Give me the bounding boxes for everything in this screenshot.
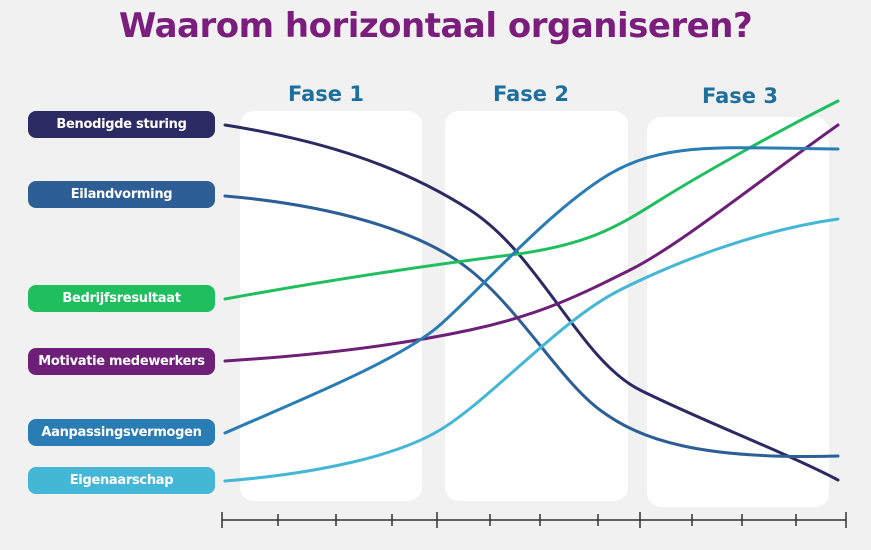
phase-2-panel — [445, 111, 628, 501]
phase-1-panel — [240, 111, 422, 501]
curve-benodigde-sturing — [223, 123, 840, 482]
legend-bedrijfsresultaat: Bedrijfsresultaat — [28, 285, 215, 312]
legend-eilandvorming: Eilandvorming — [28, 181, 215, 208]
legend-benodigde-sturing: Benodigde sturing — [28, 111, 215, 138]
phase-3-label: Fase 3 — [702, 84, 778, 108]
curve-motivatie-medewerkers — [223, 123, 840, 363]
curve-eigenaarschap — [223, 217, 840, 483]
timeline-axis — [221, 512, 847, 528]
phase-2-label: Fase 2 — [493, 82, 569, 106]
curve-bedrijfsresultaat — [223, 99, 840, 301]
curve-eilandvorming — [223, 194, 840, 458]
phase-3-panel — [647, 117, 829, 507]
legend-aanpassingsvermogen: Aanpassingsvermogen — [28, 419, 215, 446]
page-title: Waarom horizontaal organiseren? — [118, 6, 753, 46]
curve-aanpassingsvermogen — [223, 146, 840, 435]
legend-motivatie-medewerkers: Motivatie medewerkers — [28, 348, 215, 375]
phase-1-label: Fase 1 — [288, 82, 364, 106]
legend-eigenaarschap: Eigenaarschap — [28, 467, 215, 494]
